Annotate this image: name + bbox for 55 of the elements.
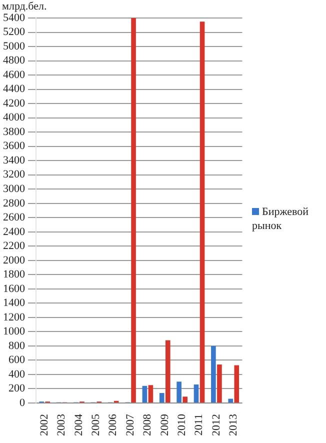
y-tick-label: 4000 [3, 112, 26, 124]
y-tick-label: 800 [8, 340, 26, 352]
x-tick-label: 2002 [38, 414, 50, 436]
y-tick-label: 3800 [3, 126, 26, 138]
y-tick-label: 200 [8, 382, 26, 395]
x-tick-label: 2009 [158, 414, 171, 436]
y-tick-label: 1200 [3, 311, 26, 324]
y-tick-label: 5200 [3, 26, 26, 38]
x-tick-label: 2006 [107, 414, 120, 436]
bar [228, 398, 234, 402]
bar [194, 384, 199, 402]
bar [234, 365, 240, 402]
y-tick-label: 600 [8, 354, 26, 366]
y-tick-label: 3400 [3, 154, 26, 166]
x-tick-label: 2010 [176, 414, 188, 436]
y-tick-label: 400 [8, 368, 26, 380]
y-tick-label: 4600 [3, 68, 26, 81]
bar [131, 18, 136, 402]
y-tick-label: 4400 [3, 83, 26, 96]
y-tick-label: 1000 [3, 326, 26, 338]
y-tick-label: 2400 [3, 226, 26, 238]
bar [165, 340, 170, 402]
legend-label: Биржевой рынок [252, 205, 310, 233]
bar [182, 396, 188, 402]
y-tick-label: 4800 [3, 54, 26, 67]
bar [217, 364, 222, 402]
bar [148, 385, 154, 402]
y-tick-label: 5000 [3, 40, 26, 52]
y-tick-label: 2000 [3, 254, 26, 266]
y-tick-label: 3600 [3, 140, 26, 152]
y-tick-label: 1400 [3, 297, 26, 310]
x-tick-label: 2008 [142, 414, 154, 436]
x-tick-label: 2003 [56, 414, 68, 436]
y-tick-label: 1600 [3, 282, 26, 295]
x-tick-label: 2005 [90, 414, 102, 436]
x-tick-label: 2013 [228, 414, 240, 436]
bar [211, 346, 216, 402]
y-tick-label: 0 [20, 396, 26, 409]
bar [176, 382, 182, 402]
x-tick-label: 2011 [193, 414, 206, 436]
x-tick-label: 2012 [210, 414, 222, 436]
y-tick-label: 3000 [3, 183, 26, 195]
y-axis-title: млрд.бел. [2, 0, 47, 12]
bar [159, 393, 164, 402]
y-tick-label: 3200 [3, 168, 26, 181]
x-tick-label: 2007 [124, 414, 136, 436]
y-tick-label: 1800 [3, 268, 26, 281]
y-tick-label: 5400 [3, 12, 26, 24]
bar [200, 22, 205, 402]
x-tick-label: 2004 [72, 414, 85, 436]
y-tick-label: 2800 [3, 197, 26, 210]
y-tick-label: 2600 [3, 212, 26, 224]
y-tick-label: 2200 [3, 240, 26, 252]
bar [142, 386, 148, 402]
y-tick-label: 4200 [3, 97, 26, 110]
